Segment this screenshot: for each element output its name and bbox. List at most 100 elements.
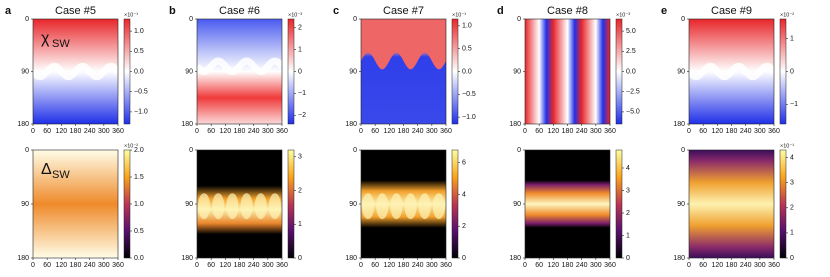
heatmap-field <box>30 62 121 81</box>
heatmap-field <box>686 62 777 81</box>
y-tick-label: 180 <box>345 255 357 262</box>
y-tick-label: 0 <box>517 16 521 23</box>
y-tick-label: 0 <box>25 16 29 23</box>
colorbar-tick-label: 1 <box>298 46 302 53</box>
colorbar-tick-label: 1 <box>790 36 794 43</box>
y-tick-label: 90 <box>185 68 193 75</box>
colorbar-tick-label: 0 <box>298 68 302 75</box>
x-tick-label: 360 <box>276 262 288 269</box>
y-tick-label: 0 <box>517 147 521 154</box>
y-tick-label: 0 <box>681 16 685 23</box>
colorbar-tick-label: 4 <box>462 191 466 198</box>
x-tick-label: 240 <box>84 128 96 135</box>
x-tick-label: 360 <box>112 128 124 135</box>
y-tick-label: 180 <box>345 121 357 128</box>
y-tick-label: 180 <box>673 255 685 262</box>
x-tick-label: 240 <box>412 262 424 269</box>
colorbar <box>779 149 787 259</box>
panel-letter: e <box>661 5 667 17</box>
x-tick-label: 180 <box>234 128 246 135</box>
x-tick-label: 180 <box>70 128 82 135</box>
panel-title: Case #5 <box>55 5 96 17</box>
panel-title: Case #9 <box>711 5 752 17</box>
colorbar-tick-label: 0 <box>298 255 302 262</box>
heatmap-field <box>362 193 375 220</box>
y-tick-label: 0 <box>25 147 29 154</box>
colorbar-tick-label: 1 <box>790 230 794 237</box>
x-tick-label: 300 <box>426 128 438 135</box>
panel-letter: d <box>497 5 504 17</box>
colorbar <box>123 149 131 259</box>
x-tick-label: 240 <box>412 128 424 135</box>
field-subscript: SW <box>52 38 70 50</box>
colorbar-tick-label: −2 <box>298 112 306 119</box>
colorbar-tick-label: 1 <box>298 221 302 228</box>
x-tick-label: 240 <box>84 262 96 269</box>
panel-letter: a <box>5 5 12 17</box>
colorbar-exponent: ×10⁻¹ <box>452 12 466 18</box>
panel-title: Case #7 <box>383 5 424 17</box>
colorbar-tick-label: 0.5 <box>134 228 144 235</box>
y-tick-label: 180 <box>181 255 193 262</box>
y-tick-label: 90 <box>21 68 29 75</box>
x-tick-label: 120 <box>547 262 559 269</box>
x-tick-label: 60 <box>371 262 379 269</box>
colorbar <box>451 149 459 259</box>
x-tick-label: 120 <box>219 262 231 269</box>
x-tick-label: 180 <box>562 262 574 269</box>
x-tick-label: 120 <box>383 128 395 135</box>
heatmap-field <box>689 150 774 258</box>
colorbar-tick-label: 0 <box>790 255 794 262</box>
x-tick-label: 300 <box>590 262 602 269</box>
colorbar <box>615 149 623 259</box>
heatmap-field <box>432 193 445 220</box>
colorbar-tick-label: 1.0 <box>134 201 144 208</box>
colorbar-tick-label: 4 <box>626 165 630 172</box>
x-tick-label: 60 <box>207 128 215 135</box>
heatmap-field <box>268 193 281 220</box>
x-tick-label: 120 <box>219 128 231 135</box>
colorbar-tick-label: 0.0 <box>626 68 636 75</box>
x-tick-label: 240 <box>576 262 588 269</box>
x-tick-label: 120 <box>711 128 723 135</box>
y-tick-label: 180 <box>17 121 29 128</box>
heatmap-field <box>525 19 610 124</box>
y-tick-label: 0 <box>189 16 193 23</box>
colorbar-tick-label: 2.5 <box>626 48 636 55</box>
x-tick-label: 240 <box>248 262 260 269</box>
x-tick-label: 60 <box>43 128 51 135</box>
x-tick-label: 0 <box>523 262 527 269</box>
heatmap-field <box>240 193 253 220</box>
x-tick-label: 180 <box>726 262 738 269</box>
x-tick-label: 240 <box>248 128 260 135</box>
x-tick-label: 180 <box>562 128 574 135</box>
y-tick-label: 90 <box>21 201 29 208</box>
x-tick-label: 360 <box>276 128 288 135</box>
x-tick-label: 0 <box>523 128 527 135</box>
x-tick-label: 120 <box>383 262 395 269</box>
colorbar <box>451 18 459 125</box>
heatmap-field <box>361 150 446 258</box>
x-tick-label: 360 <box>440 128 452 135</box>
x-tick-label: 300 <box>262 128 274 135</box>
x-tick-label: 60 <box>535 128 543 135</box>
panel-title: Case #6 <box>219 5 260 17</box>
heatmap-field <box>361 19 446 70</box>
y-tick-label: 90 <box>513 201 521 208</box>
heatmap-field <box>212 193 225 220</box>
heatmap-field <box>198 193 211 220</box>
x-tick-label: 60 <box>535 262 543 269</box>
x-tick-label: 360 <box>604 128 616 135</box>
colorbar-exponent: ×10⁻³ <box>288 12 302 18</box>
colorbar-exponent: ×10⁻¹ <box>124 12 138 18</box>
colorbar-tick-label: −1 <box>298 90 306 97</box>
colorbar-tick-label: 5.0 <box>626 28 636 35</box>
x-tick-label: 240 <box>576 128 588 135</box>
heatmap-field <box>226 193 239 220</box>
x-tick-label: 180 <box>398 128 410 135</box>
heatmap-field <box>197 150 282 258</box>
colorbar-tick-label: −1.0 <box>462 114 476 121</box>
x-tick-label: 300 <box>754 128 766 135</box>
x-tick-label: 60 <box>699 128 707 135</box>
